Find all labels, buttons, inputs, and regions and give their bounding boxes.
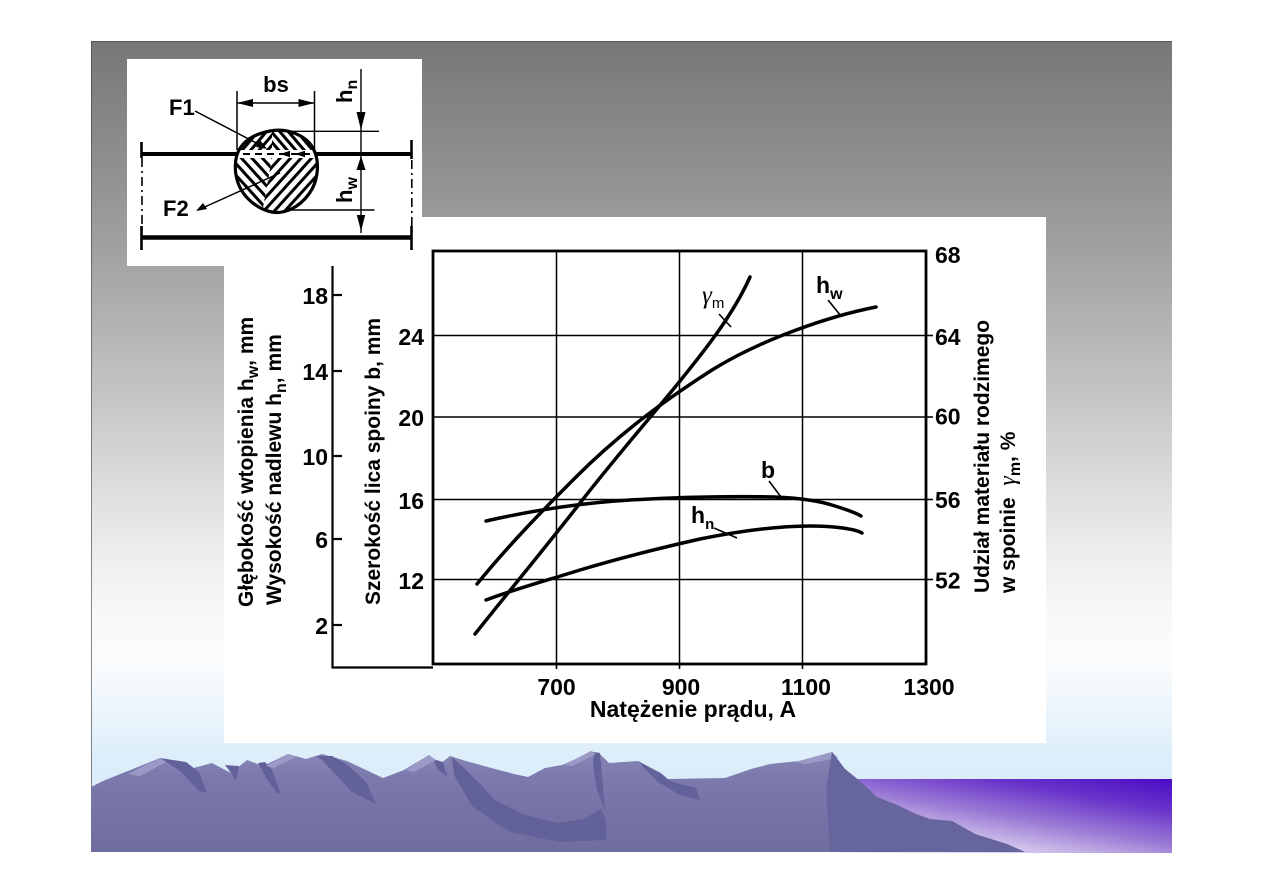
svg-text:16: 16	[398, 488, 424, 514]
svg-text:b: b	[761, 457, 775, 483]
svg-text:12: 12	[398, 568, 424, 594]
svg-text:bs: bs	[263, 72, 289, 97]
svg-text:24: 24	[398, 324, 424, 350]
svg-text:2: 2	[315, 613, 328, 639]
svg-text:F2: F2	[163, 196, 189, 221]
svg-text:1100: 1100	[781, 674, 831, 700]
svg-text:10: 10	[302, 444, 328, 470]
svg-text:700: 700	[537, 674, 575, 700]
svg-text:1300: 1300	[903, 674, 954, 700]
svg-text:56: 56	[935, 487, 961, 513]
svg-text:Głębokość wtopienia hw, mm: Głębokość wtopienia hw, mm	[235, 317, 262, 607]
svg-text:14: 14	[302, 359, 328, 385]
svg-text:Wysokość nadlewu hn, mm: Wysokość nadlewu hn, mm	[263, 334, 290, 605]
svg-text:Szerokość lica spoiny b, mm: Szerokość lica spoiny b, mm	[362, 318, 385, 605]
svg-text:68: 68	[935, 242, 961, 268]
svg-text:6: 6	[315, 527, 328, 553]
svg-text:F1: F1	[169, 95, 195, 120]
svg-text:52: 52	[935, 568, 961, 594]
svg-text:18: 18	[302, 283, 328, 309]
svg-text:Udział materiału rodzimego: Udział materiału rodzimego	[971, 320, 994, 593]
svg-text:64: 64	[935, 324, 961, 350]
svg-text:60: 60	[935, 404, 961, 430]
svg-text:20: 20	[398, 405, 424, 431]
svg-text:900: 900	[662, 674, 700, 700]
svg-text:w spoinie γm, %: w spoinie γm, %	[995, 431, 1024, 594]
svg-text:Natężenie prądu, A: Natężenie prądu, A	[590, 696, 796, 722]
